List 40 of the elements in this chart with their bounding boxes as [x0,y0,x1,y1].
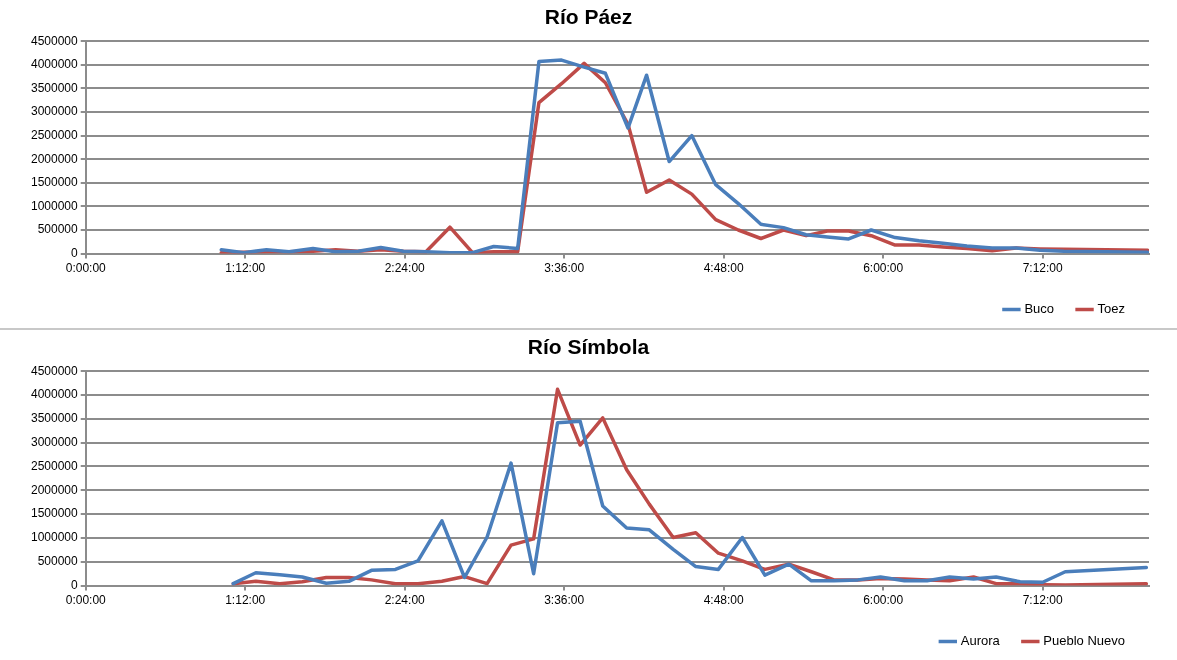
chart-title: Río Símbola [527,335,650,359]
y-tick-label: 500000 [37,222,79,237]
y-tick-label: 3000000 [31,104,79,119]
y-tick-label: 1500000 [31,506,79,521]
y-tick-label: 4500000 [31,363,79,378]
x-tick-label: 1:12:00 [225,261,266,276]
x-tick-label: 3:36:00 [544,593,585,608]
y-tick-label: 3000000 [31,434,79,449]
x-tick-label: 0:00:00 [65,261,107,276]
legend-label: Aurora [960,633,1001,649]
legend-label: Toez [1097,301,1126,317]
legend-label: Pueblo Nuevo [1043,633,1125,649]
y-tick-label: 0 [71,245,79,260]
y-tick-label: 2500000 [31,458,79,473]
y-tick-label: 500000 [37,554,79,569]
y-tick-label: 2000000 [31,482,79,497]
chart-title: Río Páez [544,5,633,29]
y-tick-label: 4000000 [31,387,79,402]
y-tick-label: 2500000 [31,127,79,142]
x-tick-label: 0:00:00 [65,593,107,608]
y-tick-label: 2000000 [31,151,79,166]
x-tick-label: 7:12:00 [1022,593,1064,608]
y-tick-label: 0 [71,577,79,592]
y-tick-label: 1000000 [31,198,79,213]
x-tick-label: 6:00:00 [863,593,904,608]
y-tick-label: 1000000 [31,530,79,545]
x-tick-label: 4:48:00 [703,593,745,608]
x-tick-label: 3:36:00 [544,261,585,276]
legend-label: Buco [1024,301,1055,317]
x-tick-label: 2:24:00 [384,261,426,276]
x-tick-label: 6:00:00 [863,261,904,276]
x-tick-label: 7:12:00 [1022,261,1064,276]
x-tick-label: 4:48:00 [703,261,745,276]
x-tick-label: 2:24:00 [384,593,426,608]
y-tick-label: 3500000 [31,411,79,426]
y-tick-label: 4000000 [31,57,79,72]
y-tick-label: 3500000 [31,80,79,95]
x-tick-label: 1:12:00 [225,593,266,608]
y-tick-label: 1500000 [31,175,79,190]
y-tick-label: 4500000 [31,33,79,48]
